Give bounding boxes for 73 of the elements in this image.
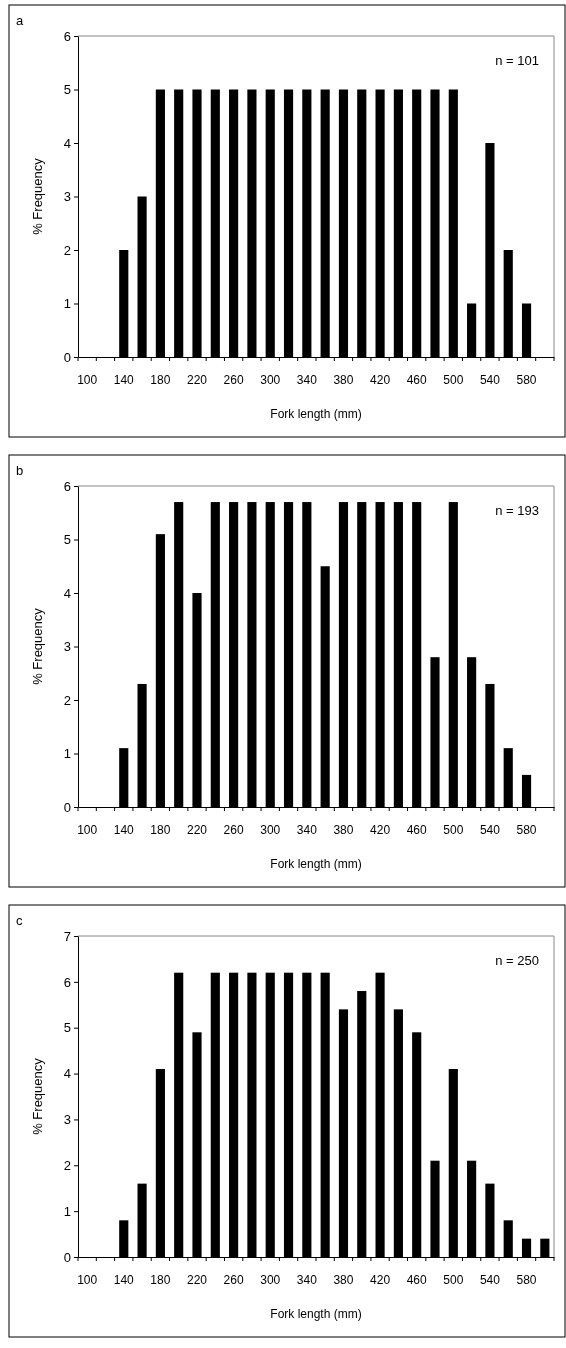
x-tick-label: 100 (77, 372, 98, 387)
y-tick-label: 6 (63, 28, 71, 44)
x-tick-label: 260 (223, 372, 244, 387)
x-tick-label: 460 (406, 822, 428, 837)
y-tick-label: 0 (63, 1249, 71, 1265)
x-tick-label: 540 (479, 1272, 501, 1287)
x-tick-label: 140 (113, 1272, 135, 1287)
y-tick-label: 2 (63, 692, 71, 708)
y-tick-label: 2 (63, 242, 71, 258)
y-tick-label: 0 (63, 349, 71, 365)
x-tick-label: 340 (296, 822, 318, 837)
y-tick-label: 3 (63, 639, 71, 655)
x-tick-label: 540 (479, 372, 501, 387)
x-tick-label: 300 (260, 372, 281, 387)
chart-title: a (16, 13, 24, 28)
chart-title: b (16, 463, 24, 478)
y-tick-label: 4 (63, 135, 71, 151)
y-tick-label: 5 (63, 1020, 71, 1036)
x-tick-label: 140 (113, 372, 135, 387)
y-tick-label: 4 (63, 1066, 71, 1082)
y-tick-label: 6 (63, 478, 71, 494)
x-tick-label: 500 (443, 372, 464, 387)
annotation: n = 193 (495, 503, 539, 518)
x-tick-label: 380 (333, 1272, 354, 1287)
y-axis-title: % Frequency (30, 607, 45, 685)
y-tick-label: 1 (63, 1203, 71, 1219)
y-tick-label: 1 (63, 746, 71, 762)
x-tick-label: 540 (479, 822, 501, 837)
y-tick-label: 3 (63, 189, 71, 205)
x-axis-title: Fork length (mm) (270, 407, 362, 421)
x-tick-label: 420 (370, 1272, 391, 1287)
x-tick-label: 580 (516, 822, 537, 837)
y-tick-label: 4 (63, 585, 71, 601)
y-tick-label: 5 (63, 532, 71, 548)
y-axis-title: % Frequency (30, 157, 45, 235)
x-tick-label: 100 (77, 1272, 98, 1287)
x-tick-label: 460 (406, 372, 428, 387)
chart-title: c (16, 913, 23, 928)
x-tick-label: 260 (223, 1272, 244, 1287)
x-tick-label: 500 (443, 822, 464, 837)
x-tick-label: 580 (516, 1272, 537, 1287)
y-tick-label: 2 (63, 1157, 71, 1173)
x-tick-label: 220 (186, 822, 208, 837)
x-axis-title: Fork length (mm) (270, 857, 362, 871)
x-tick-label: 220 (186, 1272, 208, 1287)
x-tick-label: 380 (333, 372, 354, 387)
x-tick-label: 420 (370, 822, 391, 837)
x-tick-label: 100 (77, 822, 98, 837)
annotation: n = 101 (495, 53, 539, 68)
x-tick-label: 380 (333, 822, 354, 837)
x-tick-label: 340 (296, 1272, 318, 1287)
y-tick-label: 5 (63, 82, 71, 98)
y-tick-label: 0 (63, 799, 71, 815)
x-tick-label: 180 (150, 822, 171, 837)
x-tick-label: 180 (150, 1272, 171, 1287)
x-tick-label: 260 (223, 822, 244, 837)
y-tick-label: 7 (63, 928, 71, 944)
x-tick-label: 140 (113, 822, 135, 837)
y-tick-label: 3 (63, 1112, 71, 1128)
y-tick-label: 6 (63, 974, 71, 990)
x-tick-label: 300 (260, 822, 281, 837)
x-axis-title: Fork length (mm) (270, 1307, 362, 1321)
y-tick-label: 1 (63, 296, 71, 312)
x-tick-label: 180 (150, 372, 171, 387)
y-axis-title: % Frequency (30, 1057, 45, 1135)
x-tick-label: 500 (443, 1272, 464, 1287)
x-tick-label: 340 (296, 372, 318, 387)
annotation: n = 250 (495, 953, 539, 968)
x-tick-label: 460 (406, 1272, 428, 1287)
x-tick-label: 580 (516, 372, 537, 387)
x-tick-label: 220 (186, 372, 208, 387)
x-tick-label: 420 (370, 372, 391, 387)
x-tick-label: 300 (260, 1272, 281, 1287)
